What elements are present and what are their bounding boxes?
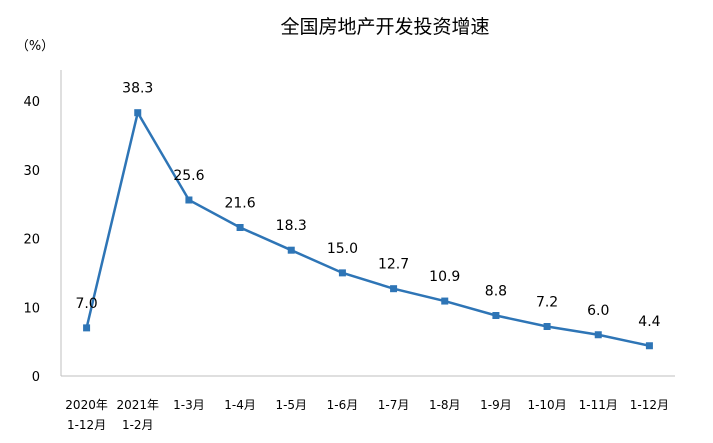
x-tick-label: 1-9月 [480, 398, 512, 412]
x-tick-label: 1-10月 [527, 398, 566, 412]
x-tick-label: 2020年 1-12月 [65, 398, 108, 432]
data-label: 6.0 [587, 303, 609, 319]
x-tick-label: 2021年 1-2月 [116, 398, 159, 432]
y-tick-label: 20 [23, 233, 40, 248]
data-point-marker [543, 323, 551, 330]
x-tick-label: 1-6月 [327, 398, 359, 412]
data-label: 4.4 [638, 314, 660, 330]
y-axis-unit: （%） [16, 39, 54, 54]
x-tick-label: 1-3月 [173, 398, 205, 412]
y-tick-label: 30 [23, 164, 40, 179]
data-point-marker [134, 109, 142, 117]
chart-title: 全国房地产开发投资增速 [280, 16, 489, 38]
data-point-marker [83, 324, 91, 332]
data-point-marker [492, 312, 500, 319]
x-tick-label: 1-4月 [224, 398, 256, 412]
x-tick-label: 1-5月 [275, 398, 307, 412]
data-label: 10.9 [429, 269, 460, 285]
y-tick-label: 40 [23, 95, 40, 110]
data-point-marker [185, 196, 193, 204]
y-tick-label: 10 [23, 301, 40, 316]
series-line [85, 109, 650, 347]
data-labels: 7.0 38.3 25.6 21.6 18.3 15.0 12.7 10.9 8.8 7.2 6.0… [75, 81, 660, 330]
data-point-marker [645, 342, 653, 350]
y-tick-label: 0 [32, 370, 40, 385]
data-label: 15.0 [327, 241, 358, 257]
x-tick-label: 1-7月 [378, 398, 410, 412]
data-label: 38.3 [122, 81, 153, 97]
data-label: 18.3 [276, 218, 307, 234]
data-markers [83, 109, 653, 350]
x-tick-label: 1-12月 [630, 398, 669, 412]
y-tick-labels: 0 10 20 30 40 [23, 95, 40, 385]
data-point-marker [236, 224, 244, 231]
data-label: 7.0 [75, 296, 97, 312]
data-label: 25.6 [173, 168, 204, 184]
data-label: 7.2 [536, 295, 558, 311]
x-tick-label: 1-8月 [429, 398, 461, 412]
data-point-marker [441, 297, 449, 305]
data-label: 21.6 [224, 196, 255, 212]
data-label: 8.8 [485, 284, 507, 300]
data-point-marker [594, 331, 602, 339]
data-point-marker [338, 269, 346, 277]
x-tick-label: 1-11月 [579, 398, 618, 412]
data-point-marker [287, 246, 295, 254]
data-point-marker [390, 285, 398, 293]
data-label: 12.7 [378, 257, 409, 273]
